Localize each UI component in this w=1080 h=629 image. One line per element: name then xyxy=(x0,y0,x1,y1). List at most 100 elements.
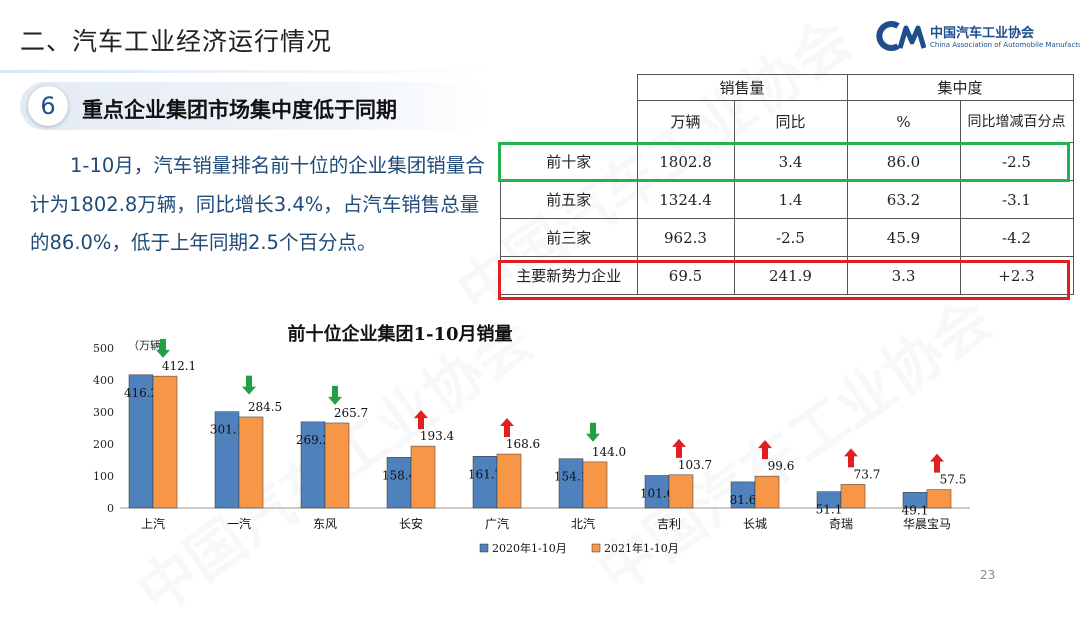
bar xyxy=(496,453,522,509)
bar xyxy=(152,375,178,509)
table-cell: 1802.8 xyxy=(636,142,735,181)
caam-logo: 中国汽车工业协会 China Association of Automobile… xyxy=(876,18,1080,60)
up-arrow-icon xyxy=(672,438,686,458)
highlight-top10-box xyxy=(498,142,1070,182)
data-label: 168.6 xyxy=(506,437,540,451)
data-label: 49.1 xyxy=(902,503,929,517)
x-tick-label: 吉利 xyxy=(657,517,681,531)
table-cell: -4.2 xyxy=(959,218,1074,257)
data-label: 73.7 xyxy=(854,467,881,481)
down-arrow-icon xyxy=(328,385,342,405)
bar xyxy=(238,416,264,509)
bar xyxy=(472,456,498,509)
table-col-header: 万辆 xyxy=(636,100,735,143)
table-row: 前三家 962.3 -2.5 45.9 -4.2 xyxy=(500,218,1074,257)
data-label: 161.7 xyxy=(468,467,502,481)
section-number: 6 xyxy=(28,86,68,126)
table-cell: 63.2 xyxy=(846,180,961,219)
summary-paragraph: 1-10月，汽车销量排名前十位的企业集团销量合计为1802.8万辆，同比增长3.… xyxy=(30,147,490,263)
bar xyxy=(300,421,326,509)
table-cell: 962.3 xyxy=(636,218,735,257)
data-label: 301.1 xyxy=(210,423,244,437)
bar xyxy=(754,475,780,509)
table-corner xyxy=(500,74,638,143)
x-tick-label: 长安 xyxy=(399,516,423,531)
table-row: 前五家 1324.4 1.4 63.2 -3.1 xyxy=(500,180,1074,219)
data-label: 193.4 xyxy=(420,429,455,443)
x-tick-label: 北汽 xyxy=(571,516,595,531)
y-tick-label: 500 xyxy=(93,342,114,355)
down-arrow-icon xyxy=(242,375,256,395)
y-tick-label: 0 xyxy=(107,502,114,515)
bar xyxy=(128,374,154,509)
table-cell: 45.9 xyxy=(846,218,961,257)
summary-text: 1-10月，汽车销量排名前十位的企业集团销量合计为1802.8万辆，同比增长3.… xyxy=(30,154,485,254)
caam-logo-icon xyxy=(876,21,926,51)
y-tick-label: 400 xyxy=(93,374,114,387)
y-tick-label: 100 xyxy=(93,470,114,483)
table-cell: -2.5 xyxy=(733,218,848,257)
legend-label: 2021年1-10月 xyxy=(604,541,679,555)
data-label: 57.5 xyxy=(940,473,967,487)
x-tick-label: 一汽 xyxy=(227,516,251,531)
down-arrow-icon xyxy=(586,422,600,442)
table-row-label: 前十家 xyxy=(500,142,638,181)
data-label: 51.1 xyxy=(816,503,843,517)
table-row-label: 前三家 xyxy=(500,218,638,257)
table-col-header: 同比增减百分点 xyxy=(959,100,1074,143)
legend-swatch xyxy=(479,543,489,553)
data-label: 99.6 xyxy=(768,459,795,473)
data-label: 101.6 xyxy=(640,486,674,500)
down-arrow-icon xyxy=(156,338,170,358)
legend-label: 2020年1-10月 xyxy=(492,541,567,555)
header-divider xyxy=(0,70,500,73)
data-label: 265.7 xyxy=(334,406,368,420)
up-arrow-icon xyxy=(844,448,858,468)
up-arrow-icon xyxy=(758,440,772,460)
table-cell: 1324.4 xyxy=(636,180,735,219)
x-tick-label: 长城 xyxy=(743,517,767,531)
logo-cn-text: 中国汽车工业协会 xyxy=(930,26,1035,41)
x-tick-label: 广汽 xyxy=(485,516,509,531)
table-cell: 1.4 xyxy=(733,180,848,219)
chart-title: 前十位企业集团1-10月销量 xyxy=(287,323,512,345)
up-arrow-icon xyxy=(414,410,428,430)
section-title: 重点企业集团市场集中度低于同期 xyxy=(82,98,397,122)
section-banner xyxy=(20,82,490,130)
logo-en-text: China Association of Automobile Manufact… xyxy=(930,41,1080,49)
page-number: 23 xyxy=(980,568,996,582)
up-arrow-icon xyxy=(500,418,514,438)
table-cell: -2.5 xyxy=(959,142,1074,181)
data-label: 412.1 xyxy=(162,359,196,373)
table-col-header: % xyxy=(846,100,961,143)
x-tick-label: 东风 xyxy=(313,517,337,531)
x-tick-label: 上汽 xyxy=(141,516,165,531)
table-row-label: 前五家 xyxy=(500,180,638,219)
bar xyxy=(410,445,436,509)
table-cell: 3.4 xyxy=(733,142,848,181)
bar xyxy=(324,422,350,509)
data-label: 144.0 xyxy=(592,445,626,459)
data-label: 154.1 xyxy=(554,470,588,484)
legend-swatch xyxy=(591,543,601,553)
slide-title: 二、汽车工业经济运行情况 xyxy=(20,27,333,56)
highlight-new-forces-box xyxy=(498,260,1070,300)
data-label: 284.5 xyxy=(248,400,282,414)
table-row: 前十家 1802.8 3.4 86.0 -2.5 xyxy=(500,142,1074,181)
data-label: 158.4 xyxy=(382,468,417,482)
x-tick-label: 奇瑞 xyxy=(829,517,853,531)
sales-bar-chart: 前十位企业集团1-10月销量（万辆）0100200300400500416.24… xyxy=(93,323,970,555)
bar xyxy=(926,489,952,509)
bar xyxy=(386,457,412,509)
bar xyxy=(582,461,608,509)
bar xyxy=(668,474,694,509)
table-group-header: 销售量 xyxy=(636,74,848,101)
table-group-header: 集中度 xyxy=(846,74,1074,101)
table-cell: -3.1 xyxy=(959,180,1074,219)
up-arrow-icon xyxy=(930,453,944,473)
y-tick-label: 200 xyxy=(93,438,114,451)
data-label: 81.6 xyxy=(730,493,757,507)
table-col-header: 同比 xyxy=(733,100,848,143)
y-tick-label: 300 xyxy=(93,406,114,419)
data-label: 103.7 xyxy=(678,458,712,472)
